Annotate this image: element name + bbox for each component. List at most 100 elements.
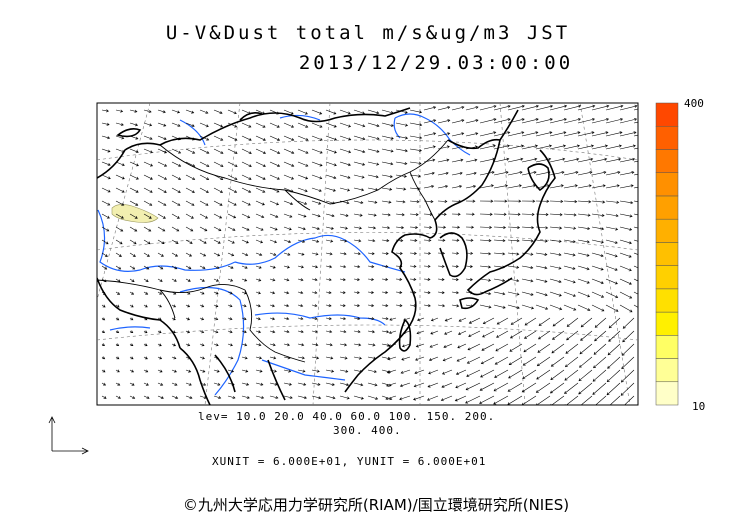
- wind-arrow: [507, 104, 525, 111]
- wind-arrow: [493, 131, 511, 137]
- wind-arrow: [199, 369, 206, 373]
- wind-arrow: [521, 382, 537, 393]
- wind-arrow: [157, 330, 162, 334]
- wind-arrow: [437, 251, 446, 255]
- wind-arrow: [633, 278, 638, 282]
- wind-arrow: [129, 304, 134, 308]
- wind-arrow: [416, 330, 425, 335]
- wind-arrow: [535, 144, 552, 150]
- wind-arrow: [381, 330, 390, 334]
- wind-arrow: [509, 330, 523, 339]
- wind-arrow: [129, 148, 139, 153]
- wind-arrow: [493, 184, 508, 189]
- wind-arrow: [143, 291, 149, 295]
- wind-arrow: [185, 382, 192, 386]
- wind-arrow: [115, 213, 124, 219]
- wind-arrow: [409, 225, 419, 229]
- wind-arrow: [325, 304, 332, 308]
- wind-arrow: [605, 184, 620, 189]
- wind-arrow: [563, 252, 576, 257]
- wind-arrow: [521, 395, 537, 405]
- wind-arrow: [367, 356, 377, 360]
- wind-arrow: [395, 135, 409, 140]
- wind-arrow: [157, 369, 163, 373]
- wind-arrow: [465, 106, 479, 111]
- wind-arrow: [367, 330, 375, 334]
- wind-arrow: [101, 187, 111, 193]
- wind-arrow: [535, 278, 548, 283]
- chart-timestamp: 2013/12/29.03:00:00: [298, 52, 574, 74]
- wind-arrow: [591, 118, 610, 124]
- wind-arrow: [606, 382, 621, 396]
- wind-arrow: [549, 213, 563, 217]
- wind-arrow: [508, 356, 523, 365]
- wind-arrow: [591, 200, 606, 204]
- wind-arrow: [157, 304, 162, 308]
- wind-arrow: [395, 148, 408, 153]
- wind-arrow: [353, 135, 366, 141]
- wind-arrow: [115, 109, 124, 113]
- wind-arrow: [437, 238, 446, 242]
- wind-arrow: [101, 239, 109, 245]
- wind-arrow: [213, 343, 219, 347]
- wind-arrow: [479, 118, 497, 124]
- wind-arrow: [413, 382, 425, 388]
- wind-arrow: [619, 226, 633, 231]
- wind-arrow: [143, 382, 149, 386]
- wind-arrow: [213, 369, 220, 373]
- wind-arrow: [199, 122, 209, 128]
- wind-arrow: [536, 369, 551, 380]
- wind-arrow: [185, 265, 192, 270]
- wind-arrow: [592, 369, 607, 382]
- wind-arrow: [409, 187, 421, 191]
- wind-arrow: [157, 161, 168, 167]
- wind-arrow: [367, 290, 375, 294]
- wind-arrow: [129, 369, 135, 373]
- wind-arrow: [423, 264, 431, 268]
- wind-arrow: [605, 157, 622, 163]
- wind-arrow: [594, 317, 607, 328]
- colorbar-segment: [655, 195, 679, 220]
- wind-arrow: [437, 145, 450, 150]
- wind-arrow: [423, 225, 433, 229]
- wind-arrow: [633, 134, 638, 137]
- wind-arrow: [353, 148, 366, 154]
- wind-arrow: [367, 303, 375, 308]
- wind-arrow: [311, 252, 319, 256]
- wind-arrow: [535, 265, 548, 270]
- wind-arrow: [381, 161, 394, 166]
- wind-arrow: [269, 148, 281, 154]
- wind-arrow: [227, 200, 237, 206]
- wind-arrow: [507, 291, 520, 296]
- wind-arrow: [465, 238, 474, 242]
- wind-arrow: [325, 174, 337, 179]
- wind-arrow: [213, 395, 222, 399]
- wind-arrow: [325, 200, 336, 205]
- wind-arrow: [549, 239, 562, 243]
- wind-arrow: [157, 252, 164, 257]
- wind-arrow: [311, 265, 319, 269]
- wind-arrow: [171, 330, 176, 334]
- wind-arrow: [577, 171, 593, 176]
- wind-arrow: [442, 356, 453, 362]
- wind-arrow: [185, 213, 194, 219]
- wind-arrow: [493, 291, 506, 296]
- wind-arrow: [185, 239, 193, 244]
- wind-arrow: [199, 148, 210, 154]
- wind-arrow: [414, 369, 425, 375]
- wind-arrow: [353, 382, 364, 387]
- wind-arrow: [591, 213, 605, 217]
- wind-arrow: [457, 330, 467, 335]
- wind-arrow: [367, 252, 375, 256]
- wind-arrow: [297, 317, 304, 321]
- wind-arrow: [143, 369, 149, 373]
- wind-arrow: [199, 226, 208, 232]
- wind-arrow: [339, 395, 350, 400]
- wind-arrow: [399, 395, 411, 401]
- wind-arrow: [297, 278, 304, 282]
- wind-arrow: [101, 317, 106, 321]
- wind-arrow: [185, 135, 196, 141]
- wind-arrow: [325, 291, 332, 295]
- wind-arrow: [493, 212, 507, 216]
- wind-arrow: [451, 264, 459, 268]
